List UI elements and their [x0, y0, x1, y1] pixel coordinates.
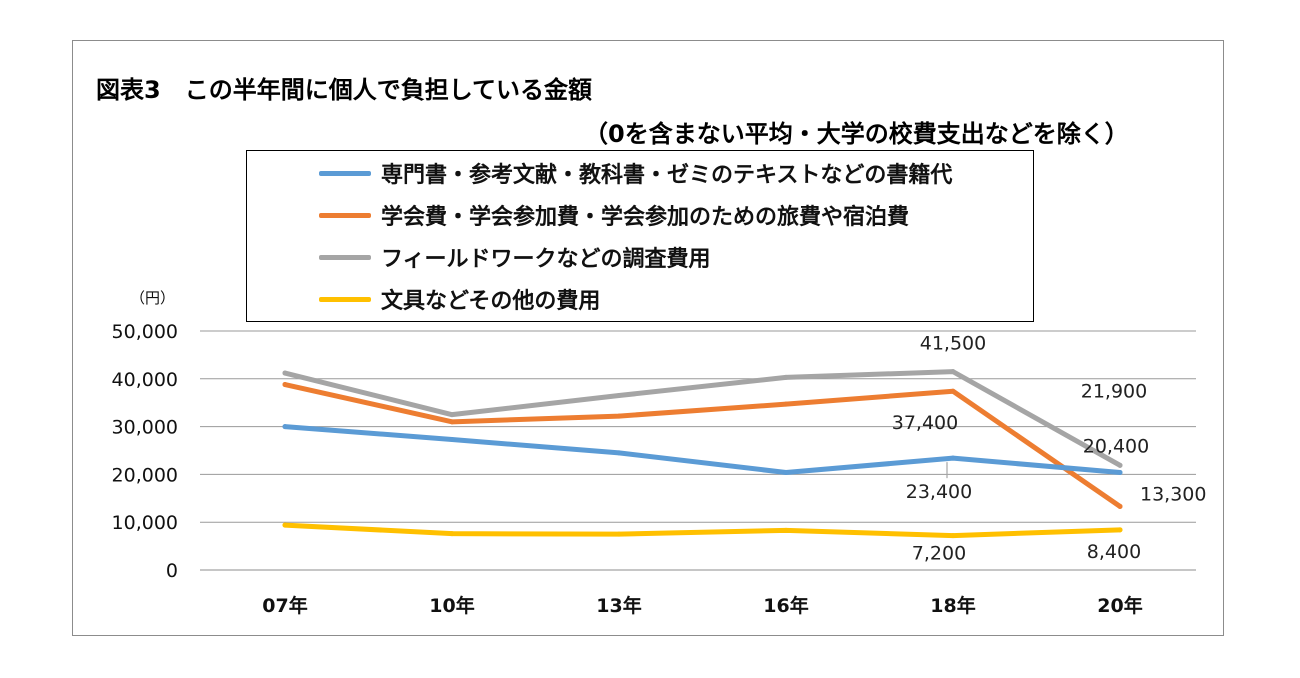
x-tick-label: 13年	[596, 594, 641, 617]
x-tick-label: 20年	[1097, 594, 1142, 617]
data-point	[282, 522, 288, 528]
y-tick-label: 0	[166, 560, 178, 582]
data-point	[1117, 527, 1123, 533]
legend-swatch-conference	[319, 212, 371, 218]
data-point	[449, 419, 455, 425]
data-point	[449, 437, 455, 443]
legend-label-books: 専門書・参考文献・教科書・ゼミのテキストなどの書籍代	[381, 163, 953, 188]
y-tick-label: 40,000	[112, 369, 178, 391]
data-point	[950, 455, 956, 461]
chart-subtitle: （0を含まない平均・大学の校費支出などを除く）	[584, 120, 1129, 148]
data-point	[1117, 462, 1123, 468]
data-point	[449, 531, 455, 537]
legend: 専門書・参考文献・教科書・ゼミのテキストなどの書籍代 学会費・学会参加費・学会参…	[246, 150, 1034, 322]
data-point	[783, 401, 789, 407]
x-tick-label: 10年	[429, 594, 474, 617]
data-point	[783, 527, 789, 533]
data-point	[1117, 469, 1123, 475]
series-line-0	[282, 424, 1123, 475]
legend-swatch-books	[319, 170, 371, 176]
series-line-2	[282, 369, 1123, 468]
data-point	[616, 393, 622, 399]
data-label: 21,900	[1081, 380, 1147, 402]
data-label: 20,400	[1083, 435, 1149, 457]
data-point	[449, 412, 455, 418]
data-point	[616, 531, 622, 537]
data-point	[950, 533, 956, 539]
data-point	[616, 413, 622, 419]
data-point	[282, 424, 288, 430]
data-point	[783, 374, 789, 380]
legend-item-stationery: 文具などその他の費用	[247, 279, 600, 319]
legend-item-books: 専門書・参考文献・教科書・ゼミのテキストなどの書籍代	[247, 153, 952, 193]
x-tick-label: 18年	[930, 594, 975, 617]
chart-frame	[72, 40, 1224, 636]
y-tick-label: 20,000	[112, 464, 178, 486]
data-point	[282, 382, 288, 388]
y-tick-label: 50,000	[112, 321, 178, 343]
data-point	[1117, 503, 1123, 509]
data-label: 7,200	[912, 543, 966, 565]
data-point	[950, 388, 956, 394]
y-tick-label: 30,000	[112, 417, 178, 439]
legend-item-conference: 学会費・学会参加費・学会参加のための旅費や宿泊費	[247, 195, 909, 235]
data-point	[783, 469, 789, 475]
data-point	[950, 369, 956, 375]
series-line-3	[282, 522, 1123, 539]
legend-swatch-stationery	[319, 296, 371, 302]
data-point	[616, 450, 622, 456]
x-tick-label: 07年	[262, 594, 307, 617]
data-point	[282, 370, 288, 376]
x-tick-label: 16年	[763, 594, 808, 617]
legend-label-stationery: 文具などその他の費用	[381, 289, 601, 314]
y-unit-label: （円）	[130, 289, 175, 307]
data-label: 23,400	[906, 481, 972, 503]
data-label: 13,300	[1140, 483, 1206, 505]
data-label: 41,500	[920, 333, 986, 355]
series-line-1	[282, 382, 1123, 509]
legend-label-conference: 学会費・学会参加費・学会参加のための旅費や宿泊費	[381, 205, 910, 230]
legend-item-fieldwork: フィールドワークなどの調査費用	[247, 237, 711, 277]
data-label: 37,400	[892, 412, 958, 434]
legend-label-fieldwork: フィールドワークなどの調査費用	[381, 247, 711, 272]
legend-swatch-fieldwork	[319, 254, 371, 260]
y-tick-label: 10,000	[112, 512, 178, 534]
chart-title: 図表3 この半年間に個人で負担している金額	[96, 76, 592, 104]
data-label: 8,400	[1087, 541, 1141, 563]
